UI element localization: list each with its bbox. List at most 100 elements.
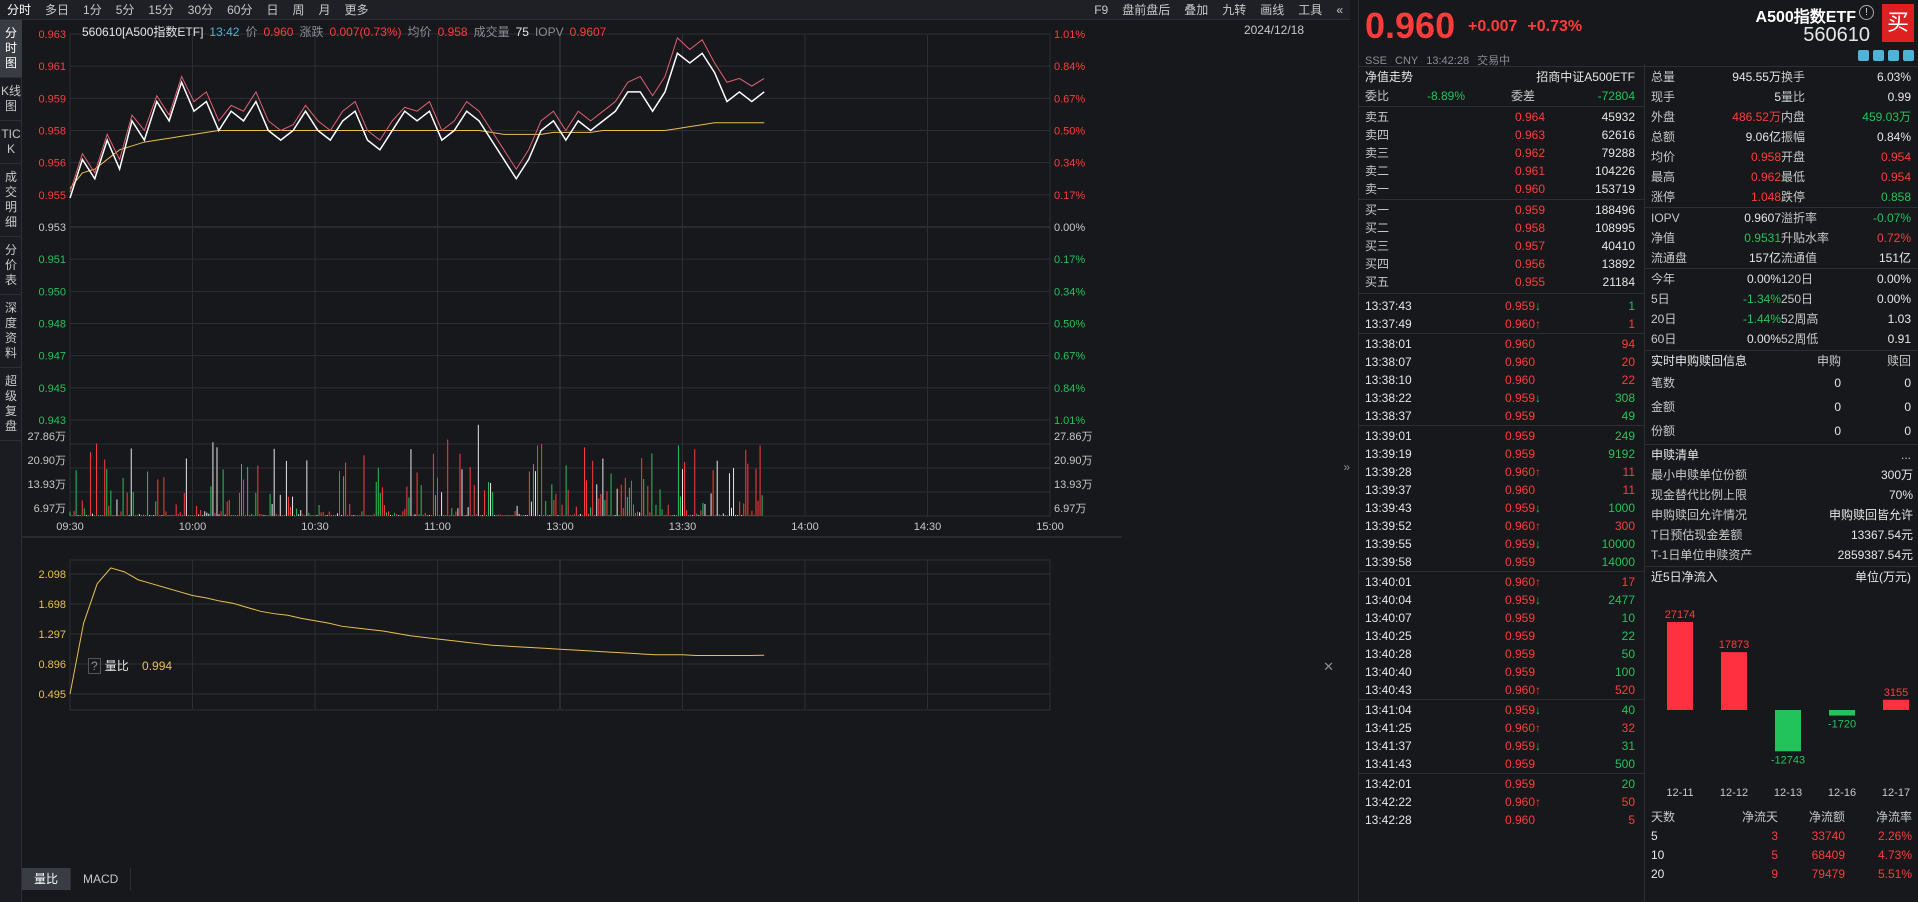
vol-tick: 27.86万	[27, 431, 66, 443]
sg-row: 份额 0 0	[1651, 422, 1913, 440]
pct-tick: 1.01%	[1054, 415, 1085, 427]
ask-price: 0.961	[1514, 164, 1545, 178]
vol-tick: 13.93万	[27, 479, 66, 491]
intraday-chart[interactable]: 0.963 0.961 0.959 0.958 0.956 0.955 0.953 0.951…	[22, 20, 1350, 902]
settings-icon[interactable]	[1888, 50, 1899, 61]
info-vol-label: 成交量	[473, 25, 510, 39]
stat-value: 0.958	[1750, 150, 1781, 164]
ask-label: 卖五	[1365, 110, 1390, 124]
sidebar-item[interactable]: 分时图	[0, 20, 22, 78]
toolbar-item[interactable]: 画线	[1260, 3, 1285, 17]
tick-time: 13:40:25	[1365, 629, 1412, 643]
stat-value-2: 459.03万	[1862, 110, 1911, 124]
sg-label: 笔数	[1651, 376, 1676, 390]
tick-row: 13:39:28 0.960 ↑ 11	[1365, 463, 1643, 481]
tick-time: 13:39:43	[1365, 501, 1412, 515]
stat-row: 总额 9.06亿 振幅 0.84%	[1651, 128, 1913, 146]
period-tab[interactable]: 月	[318, 2, 331, 17]
stat-row: 最高 0.962 最低 0.954	[1651, 168, 1913, 186]
pct-tick: 0.84%	[1054, 383, 1085, 395]
period-tab[interactable]: 更多	[344, 2, 369, 17]
pct-tick: 0.67%	[1054, 93, 1085, 105]
tick-volume: 520	[1614, 683, 1635, 697]
tick-row: 13:40:43 0.960 ↑ 520	[1365, 681, 1643, 699]
ft-amount: 79479	[1811, 867, 1845, 881]
tick-row: 13:41:43 0.959 500	[1365, 755, 1643, 773]
info-icon[interactable]: !	[1859, 5, 1874, 20]
expand-right-icon[interactable]: »	[1343, 460, 1350, 474]
flow-unit: 单位(万元)	[1855, 570, 1911, 584]
sidebar-item[interactable]: 深度资料	[0, 295, 22, 368]
period-tab[interactable]: 分时	[7, 2, 32, 17]
tick-price: 0.960	[1504, 813, 1535, 827]
period-tab[interactable]: 60分	[227, 2, 253, 17]
vol-tick-right: 6.97万	[1054, 503, 1086, 515]
list-row: 现金替代比例上限 70%	[1651, 486, 1913, 504]
time-tick: 13:30	[669, 521, 697, 533]
list-label: 申购赎回允许情况	[1651, 508, 1748, 522]
tick-volume: 1	[1628, 299, 1635, 313]
sidebar-item[interactable]: 成交明细	[0, 164, 22, 237]
toolbar-item[interactable]: 九转	[1222, 3, 1247, 17]
stat-value-2: 1.03	[1887, 312, 1911, 326]
period-tab[interactable]: 1分	[83, 2, 102, 17]
vol-tick-right: 27.86万	[1054, 431, 1093, 443]
subchart-tab[interactable]: 量比	[22, 868, 72, 890]
pen-icon[interactable]	[1873, 50, 1884, 61]
toolbar-item[interactable]: 工具	[1298, 3, 1323, 17]
tick-volume: 50	[1621, 647, 1635, 661]
vol-tick: 20.90万	[27, 455, 66, 467]
stat-row: 今年 0.00% 120日 0.00%	[1651, 270, 1913, 288]
tick-time: 13:39:37	[1365, 483, 1412, 497]
toolbar-item[interactable]: 盘前盘后	[1122, 3, 1171, 17]
share-icon[interactable]	[1903, 50, 1914, 61]
tick-volume: 1	[1628, 317, 1635, 331]
help-icon[interactable]: ?	[88, 658, 101, 674]
tick-price: 0.960	[1504, 575, 1535, 589]
period-tab[interactable]: 15分	[148, 2, 174, 17]
ask-label: 卖三	[1365, 146, 1390, 160]
divider	[1645, 444, 1918, 445]
sidebar-item[interactable]: 超级复盘	[0, 368, 22, 441]
sg-title: 实时申购赎回信息	[1651, 354, 1748, 368]
toolbar-item[interactable]: F9	[1094, 3, 1109, 17]
stat-label-2: 溢折率	[1781, 211, 1818, 225]
collapse-icon[interactable]: «	[1336, 3, 1343, 17]
buy-button[interactable]: 买	[1882, 4, 1914, 42]
wb-row: 委比 -8.89% 委差 -72804	[1365, 87, 1643, 105]
close-subchart-icon[interactable]: ✕	[1323, 659, 1334, 674]
sidebar-item[interactable]: 分价表	[0, 237, 22, 295]
tick-arrow: ↓	[1535, 593, 1541, 607]
tick-arrow	[1535, 663, 1547, 681]
stat-value-2: 0.00%	[1876, 272, 1911, 286]
ft-row: 20 9 79479 5.51%	[1651, 865, 1913, 883]
vol-tick-right: 20.90万	[1054, 455, 1093, 467]
flow-date: 12-17	[1882, 787, 1910, 799]
tick-time: 13:42:28	[1365, 813, 1412, 827]
edit-icon[interactable]	[1858, 50, 1869, 61]
ask-label: 卖一	[1365, 182, 1390, 196]
sidebar-item[interactable]: K线图	[0, 78, 22, 121]
tick-price: 0.960	[1504, 373, 1535, 387]
toolbar-item[interactable]: 叠加	[1184, 3, 1209, 17]
price-tick: 0.961	[38, 61, 66, 73]
pct-tick: 0.17%	[1054, 254, 1085, 266]
sg-v1: 0	[1834, 424, 1841, 438]
divider	[1359, 425, 1644, 426]
tick-volume: 2477	[1608, 593, 1635, 607]
sub-tick: 1.297	[38, 629, 66, 641]
subchart-tab[interactable]: MACD	[71, 868, 132, 890]
period-tab[interactable]: 日	[266, 2, 279, 17]
flow-header: 近5日净流入 单位(万元)	[1651, 568, 1913, 586]
list-header: 申赎清单...	[1651, 446, 1913, 464]
tick-price: 0.959	[1504, 299, 1535, 313]
period-tab[interactable]: 周	[292, 2, 305, 17]
period-tab[interactable]: 多日	[45, 2, 70, 17]
ask-price: 0.963	[1514, 128, 1545, 142]
sidebar-item[interactable]: TICK	[0, 121, 22, 164]
time-tick: 14:00	[791, 521, 819, 533]
tick-arrow	[1535, 645, 1547, 663]
period-tab[interactable]: 30分	[187, 2, 214, 17]
stat-label-2: 流通值	[1781, 251, 1818, 265]
period-tab[interactable]: 5分	[115, 2, 135, 17]
